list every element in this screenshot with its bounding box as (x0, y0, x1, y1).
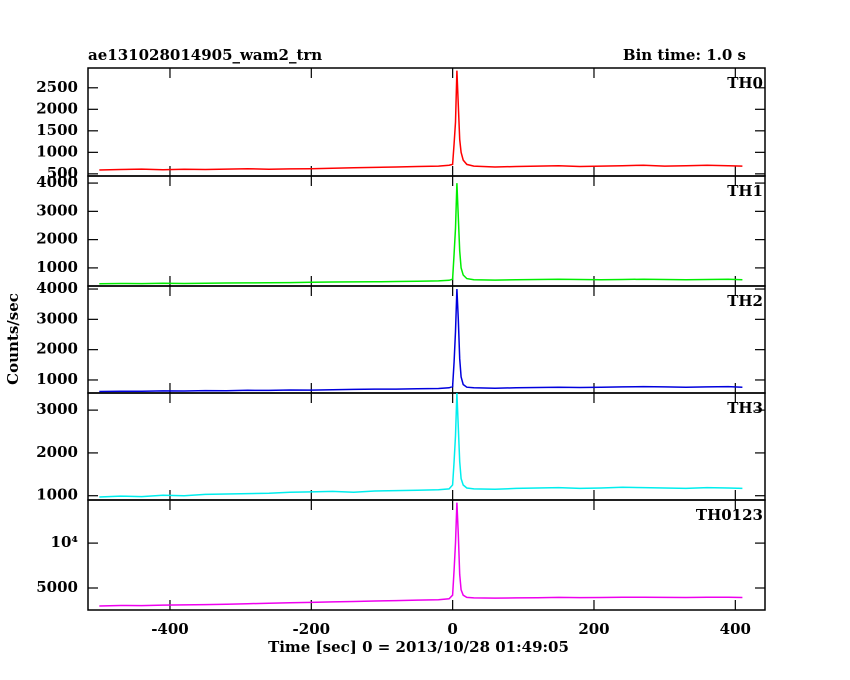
y-tick-label: 5000 (36, 578, 78, 596)
chart-subtitle: Bin time: 1.0 s (623, 46, 746, 64)
y-tick-label: 3000 (36, 400, 78, 418)
panel-label: TH1 (727, 182, 763, 200)
series-line (99, 392, 743, 498)
x-tick-label: 0 (447, 620, 457, 638)
x-tick-label: 200 (578, 620, 609, 638)
panel-label: TH0123 (696, 506, 763, 524)
panel-frame (87, 392, 766, 501)
panel-label: TH3 (727, 399, 763, 417)
y-tick-label: 500 (47, 164, 78, 182)
panel-label: TH2 (727, 292, 763, 310)
panel-frame (87, 175, 766, 287)
y-tick-label: 2500 (36, 78, 78, 96)
x-tick-label: -400 (151, 620, 189, 638)
panel-frame (87, 285, 766, 394)
panel-frame (87, 67, 766, 177)
y-tick-label: 2000 (36, 340, 78, 358)
y-tick-label: 1000 (36, 142, 78, 160)
y-tick-label: 3000 (36, 309, 78, 327)
y-tick-label: 4000 (36, 173, 78, 191)
y-tick-label: 2000 (36, 99, 78, 117)
y-tick-label: 10⁴ (51, 533, 79, 551)
y-axis-label: Counts/sec (4, 293, 22, 385)
y-tick-label: 2000 (36, 443, 78, 461)
y-tick-label: 1000 (36, 370, 78, 388)
panel-label: TH0 (727, 74, 763, 92)
x-tick-label: 400 (720, 620, 751, 638)
x-axis-label: Time [sec] 0 = 2013/10/28 01:49:05 (268, 638, 569, 656)
y-tick-label: 1500 (36, 121, 78, 139)
panel-frame (87, 499, 766, 611)
chart-title: ae131028014905_wam2_trn (88, 46, 322, 64)
y-tick-label: 3000 (36, 201, 78, 219)
y-tick-label: 1000 (36, 486, 78, 504)
series-line (99, 502, 743, 607)
series-line (99, 183, 743, 285)
series-line (99, 288, 743, 393)
y-tick-label: 4000 (36, 279, 78, 297)
y-tick-label: 1000 (36, 258, 78, 276)
series-line (99, 70, 743, 171)
x-tick-label: -200 (293, 620, 331, 638)
y-tick-label: 2000 (36, 230, 78, 248)
